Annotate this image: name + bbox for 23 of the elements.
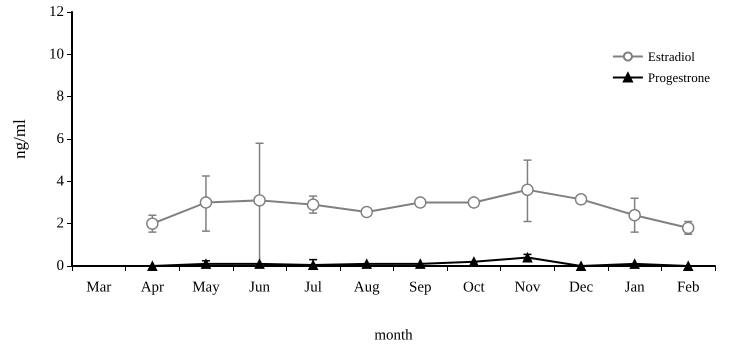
- x-tick-label: Jul: [304, 280, 322, 296]
- y-tick-label: 10: [49, 46, 64, 62]
- x-tick-label: Sep: [409, 280, 432, 296]
- x-tick-label: Nov: [514, 280, 541, 296]
- x-tick-label: Jan: [624, 280, 646, 296]
- x-tick-label: Feb: [676, 280, 700, 296]
- y-axis-title: ng/ml: [10, 118, 29, 159]
- x-tick-label: Apr: [140, 280, 164, 296]
- x-tick-label: Oct: [463, 280, 486, 296]
- x-tick-label: Aug: [354, 280, 380, 296]
- y-tick-label: 8: [56, 88, 64, 105]
- y-tick-label: 2: [56, 216, 64, 232]
- x-tick-label: Mar: [86, 280, 112, 296]
- x-tick-label: May: [192, 280, 220, 296]
- y-tick-label: 0: [56, 258, 64, 274]
- legend-label: Progestrone: [648, 70, 710, 85]
- x-tick-label: Jun: [249, 280, 270, 296]
- legend-label: Estradiol: [648, 49, 696, 64]
- x-tick-label: Dec: [568, 280, 594, 296]
- y-tick-label: 6: [56, 131, 64, 147]
- x-axis-title: month: [374, 328, 414, 344]
- y-tick-label: 4: [56, 173, 64, 190]
- y-tick-label: 12: [49, 4, 64, 20]
